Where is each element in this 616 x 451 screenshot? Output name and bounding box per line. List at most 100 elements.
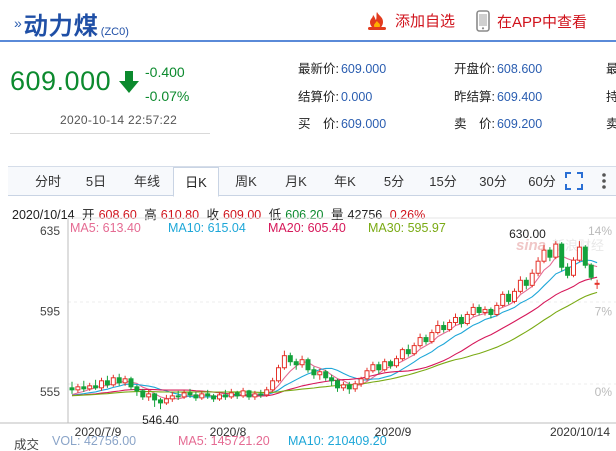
ma20-label: MA20: 605.40 — [268, 221, 346, 235]
open-in-app-label: 在APP中查看 — [497, 13, 588, 31]
down-arrow-icon — [119, 71, 139, 93]
candle — [317, 368, 323, 380]
candle — [500, 291, 506, 308]
candle-body — [352, 383, 358, 390]
candle — [364, 367, 370, 381]
page-title: 动力煤 — [23, 13, 99, 40]
y-tick-label-right: 7% — [595, 304, 613, 318]
candle — [358, 376, 364, 387]
candle-body — [464, 313, 470, 325]
candle-body — [311, 369, 317, 376]
tab-intraday[interactable]: 分时 — [34, 174, 61, 189]
y-tick-label: 595 — [40, 304, 60, 318]
candle-body — [276, 367, 281, 382]
candle — [240, 387, 246, 398]
tab-15min[interactable]: 15分 — [429, 174, 457, 189]
candle-body — [500, 293, 506, 306]
candle — [523, 277, 529, 290]
candle-body — [447, 322, 453, 331]
tab-5min[interactable]: 5分 — [383, 174, 405, 189]
field-value: 608.600 — [496, 62, 543, 76]
candle-body — [134, 386, 140, 392]
candle — [199, 390, 205, 400]
tab-60min[interactable]: 60分 — [528, 174, 556, 189]
candle-body — [69, 387, 75, 391]
candle — [588, 263, 594, 281]
candle — [211, 393, 217, 402]
candle — [246, 389, 252, 400]
more-options-icon[interactable] — [598, 171, 610, 191]
field-value: 609.400 — [496, 90, 543, 104]
candle-body — [576, 246, 582, 261]
candle-body — [470, 306, 476, 315]
candle-body — [175, 395, 181, 398]
candle-body — [405, 349, 411, 355]
candle-body — [553, 243, 559, 258]
candle — [187, 388, 193, 398]
field-bid: 买 价: 609.000 — [298, 113, 386, 132]
divider — [10, 133, 210, 134]
candle — [470, 303, 476, 317]
info-date: 2020/10/14 — [12, 208, 75, 222]
ma20-line — [71, 276, 598, 397]
candle-body — [423, 337, 429, 343]
fullscreen-icon[interactable] — [564, 171, 584, 191]
candle — [122, 375, 128, 386]
candle — [582, 245, 588, 269]
candle-body — [81, 386, 87, 390]
candle-body — [376, 364, 382, 371]
candle-body — [299, 359, 305, 366]
candle-body — [287, 355, 293, 363]
tab-monthly-k[interactable]: 月K — [285, 174, 307, 189]
candle-body — [429, 332, 435, 343]
candle — [329, 374, 335, 386]
open-in-app-button[interactable]: 在APP中查看 — [476, 10, 587, 32]
candle — [405, 344, 411, 357]
candle — [163, 394, 169, 405]
candle — [158, 397, 163, 410]
y-tick-label: 635 — [40, 224, 60, 238]
candle-body — [482, 308, 488, 313]
title-group: » 动力煤 (ZC0) — [14, 6, 129, 41]
candle — [217, 391, 222, 401]
candle — [512, 288, 517, 304]
candle — [494, 302, 500, 317]
candle — [553, 241, 559, 260]
tab-yearly-k[interactable]: 年K — [334, 174, 356, 189]
candle — [258, 389, 264, 398]
candle-body — [594, 282, 600, 285]
candle-body — [281, 355, 287, 369]
add-watchlist-button[interactable]: 添加自选 — [366, 10, 455, 31]
x-tick-label: 2020/8 — [210, 425, 247, 439]
candle — [110, 374, 116, 387]
tab-30min[interactable]: 30分 — [479, 174, 507, 189]
candle-body — [364, 370, 370, 380]
candle — [447, 319, 453, 332]
candle-body — [441, 325, 447, 331]
double-chevron-icon: » — [14, 15, 22, 31]
candle — [488, 307, 494, 319]
candle — [388, 359, 394, 369]
candle-body — [435, 325, 441, 334]
candle — [594, 279, 600, 289]
tab-year-line[interactable]: 年线 — [133, 174, 160, 189]
candle — [104, 375, 110, 388]
candle-body — [488, 308, 494, 315]
field-label: 买 价: — [298, 117, 339, 131]
field-cut-2: 持 — [606, 90, 616, 104]
x-tick-label: 2020/7/9 — [75, 425, 122, 439]
candle — [128, 376, 134, 390]
candle-body — [565, 266, 571, 276]
candle-body — [323, 371, 329, 379]
volume-ma5: MA5: 145721.20 — [178, 434, 270, 448]
tab-weekly-k[interactable]: 周K — [235, 174, 257, 189]
candle-body — [453, 316, 458, 324]
candle — [535, 257, 541, 277]
candle-body — [99, 380, 104, 389]
candle — [205, 389, 211, 399]
price-change: -0.400 — [145, 64, 185, 80]
candle — [411, 342, 417, 356]
tab-daily-k[interactable]: 日K — [173, 167, 219, 197]
tab-5day[interactable]: 5日 — [85, 174, 107, 189]
